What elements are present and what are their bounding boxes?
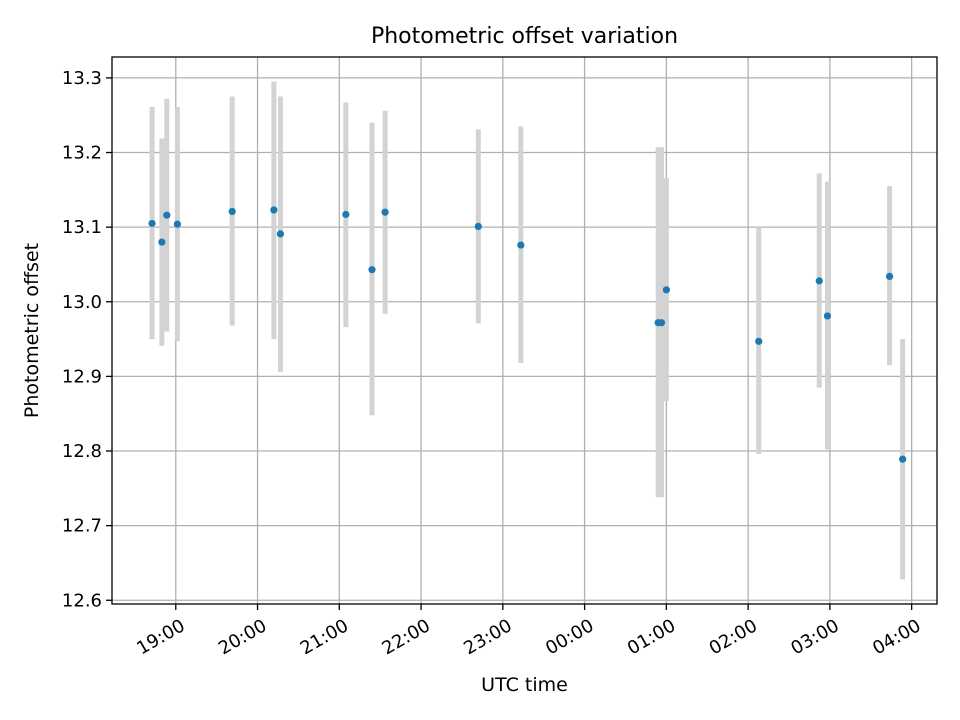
y-axis-label: Photometric offset <box>21 243 43 418</box>
y-tick-label: 12.8 <box>62 441 102 462</box>
data-point <box>474 222 482 230</box>
x-tick-label: 21:00 <box>297 615 352 659</box>
x-tick-label: 22:00 <box>379 615 434 659</box>
y-tick-label: 12.6 <box>62 590 102 611</box>
x-tick-label: 04:00 <box>869 615 924 659</box>
axis-ticks: 19:00 20:00 21:00 22:00 23:00 00:00 01:00 02:00… <box>62 68 925 659</box>
x-axis-label: UTC time <box>481 674 568 696</box>
y-tick-label: 13.0 <box>62 292 102 313</box>
data-point <box>270 206 278 214</box>
x-tick-label: 20:00 <box>215 615 270 659</box>
y-tick-label: 13.1 <box>62 217 102 238</box>
data-point <box>148 219 156 228</box>
y-tick-label: 12.7 <box>62 516 102 537</box>
data-point <box>342 210 350 219</box>
x-tick-label: 23:00 <box>460 615 515 659</box>
chart-title: Photometric offset variation <box>371 24 678 49</box>
x-tick-label: 02:00 <box>706 615 761 659</box>
x-tick-label: 01:00 <box>624 615 679 659</box>
data-point <box>823 312 832 320</box>
error-bars <box>149 81 906 580</box>
x-tick-label: 19:00 <box>133 615 188 659</box>
y-tick-label: 12.9 <box>62 366 102 387</box>
data-point <box>158 238 166 246</box>
data-point <box>662 286 670 294</box>
data-point <box>517 241 525 249</box>
data-point <box>815 277 823 285</box>
plot-frame <box>111 56 938 605</box>
data-point <box>173 220 182 228</box>
data-point <box>368 266 376 274</box>
data-point <box>899 455 907 463</box>
y-tick-label: 13.2 <box>62 143 102 164</box>
data-point <box>163 211 171 219</box>
data-point <box>381 208 389 216</box>
data-points <box>148 206 907 463</box>
y-tick-label: 13.3 <box>62 68 102 89</box>
data-point <box>657 319 666 327</box>
data-point <box>755 337 763 345</box>
x-tick-label: 03:00 <box>787 615 842 659</box>
data-point <box>228 207 236 216</box>
data-point <box>885 272 894 280</box>
data-point <box>276 230 285 238</box>
grid-layer <box>112 57 937 604</box>
x-tick-label: 00:00 <box>542 615 597 659</box>
